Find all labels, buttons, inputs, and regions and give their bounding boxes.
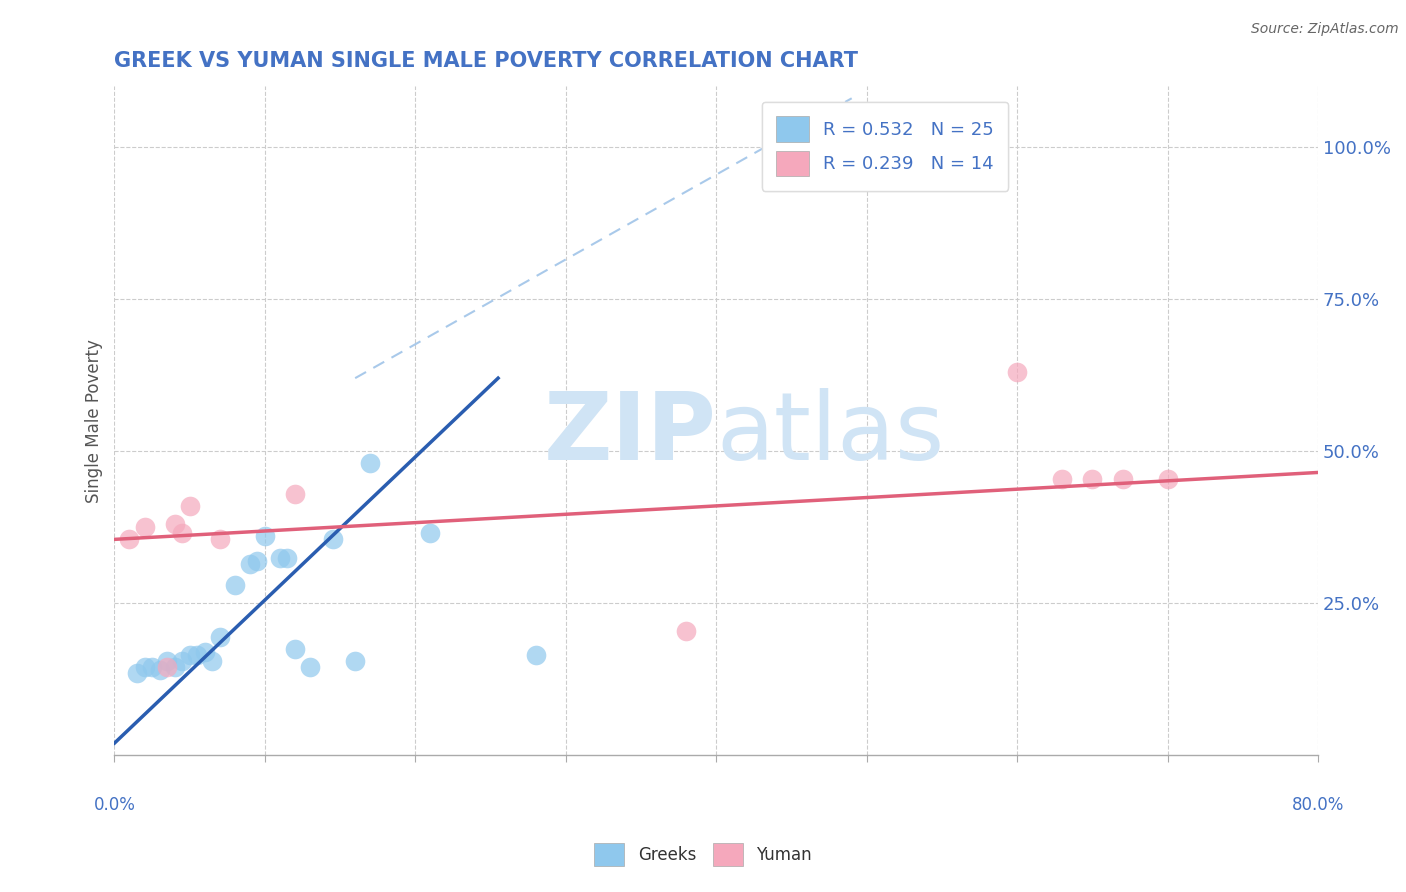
Point [524,648,547,662]
Point [208,533,231,547]
Point [208,630,231,644]
Point [186,648,208,662]
Point [163,660,186,674]
Point [246,554,269,568]
Point [172,526,194,541]
Point [134,520,156,534]
Point [156,654,179,668]
Point [134,660,156,674]
Legend: Greeks, Yuman: Greeks, Yuman [586,835,820,875]
Point [141,660,163,674]
Point [269,550,291,565]
Point [194,645,217,659]
Text: atlas: atlas [716,388,945,480]
Text: 0.0%: 0.0% [93,796,135,814]
Point [179,499,201,513]
Point [239,557,262,571]
Point [201,654,224,668]
Point [148,663,170,677]
Text: Source: ZipAtlas.com: Source: ZipAtlas.com [1251,22,1399,37]
Point [125,666,148,681]
Text: ZIP: ZIP [543,388,716,480]
Point [1081,471,1104,485]
Point [1156,471,1178,485]
Point [322,533,344,547]
Point [1005,365,1028,379]
Text: 80.0%: 80.0% [1292,796,1344,814]
Point [118,533,141,547]
Point [224,578,246,592]
Point [156,660,179,674]
Point [359,456,381,470]
Point [1052,471,1074,485]
Point [344,654,367,668]
Point [163,517,186,532]
Y-axis label: Single Male Poverty: Single Male Poverty [86,339,103,503]
Point [419,526,441,541]
Point [675,624,697,638]
Point [284,487,307,501]
Point [1111,471,1133,485]
Point [276,550,298,565]
Point [284,641,307,656]
Text: GREEK VS YUMAN SINGLE MALE POVERTY CORRELATION CHART: GREEK VS YUMAN SINGLE MALE POVERTY CORRE… [114,51,859,70]
Legend: R = 0.532   N = 25, R = 0.239   N = 14: R = 0.532 N = 25, R = 0.239 N = 14 [762,102,1008,191]
Point [172,654,194,668]
Point [298,660,321,674]
Point [253,529,276,543]
Point [179,648,201,662]
